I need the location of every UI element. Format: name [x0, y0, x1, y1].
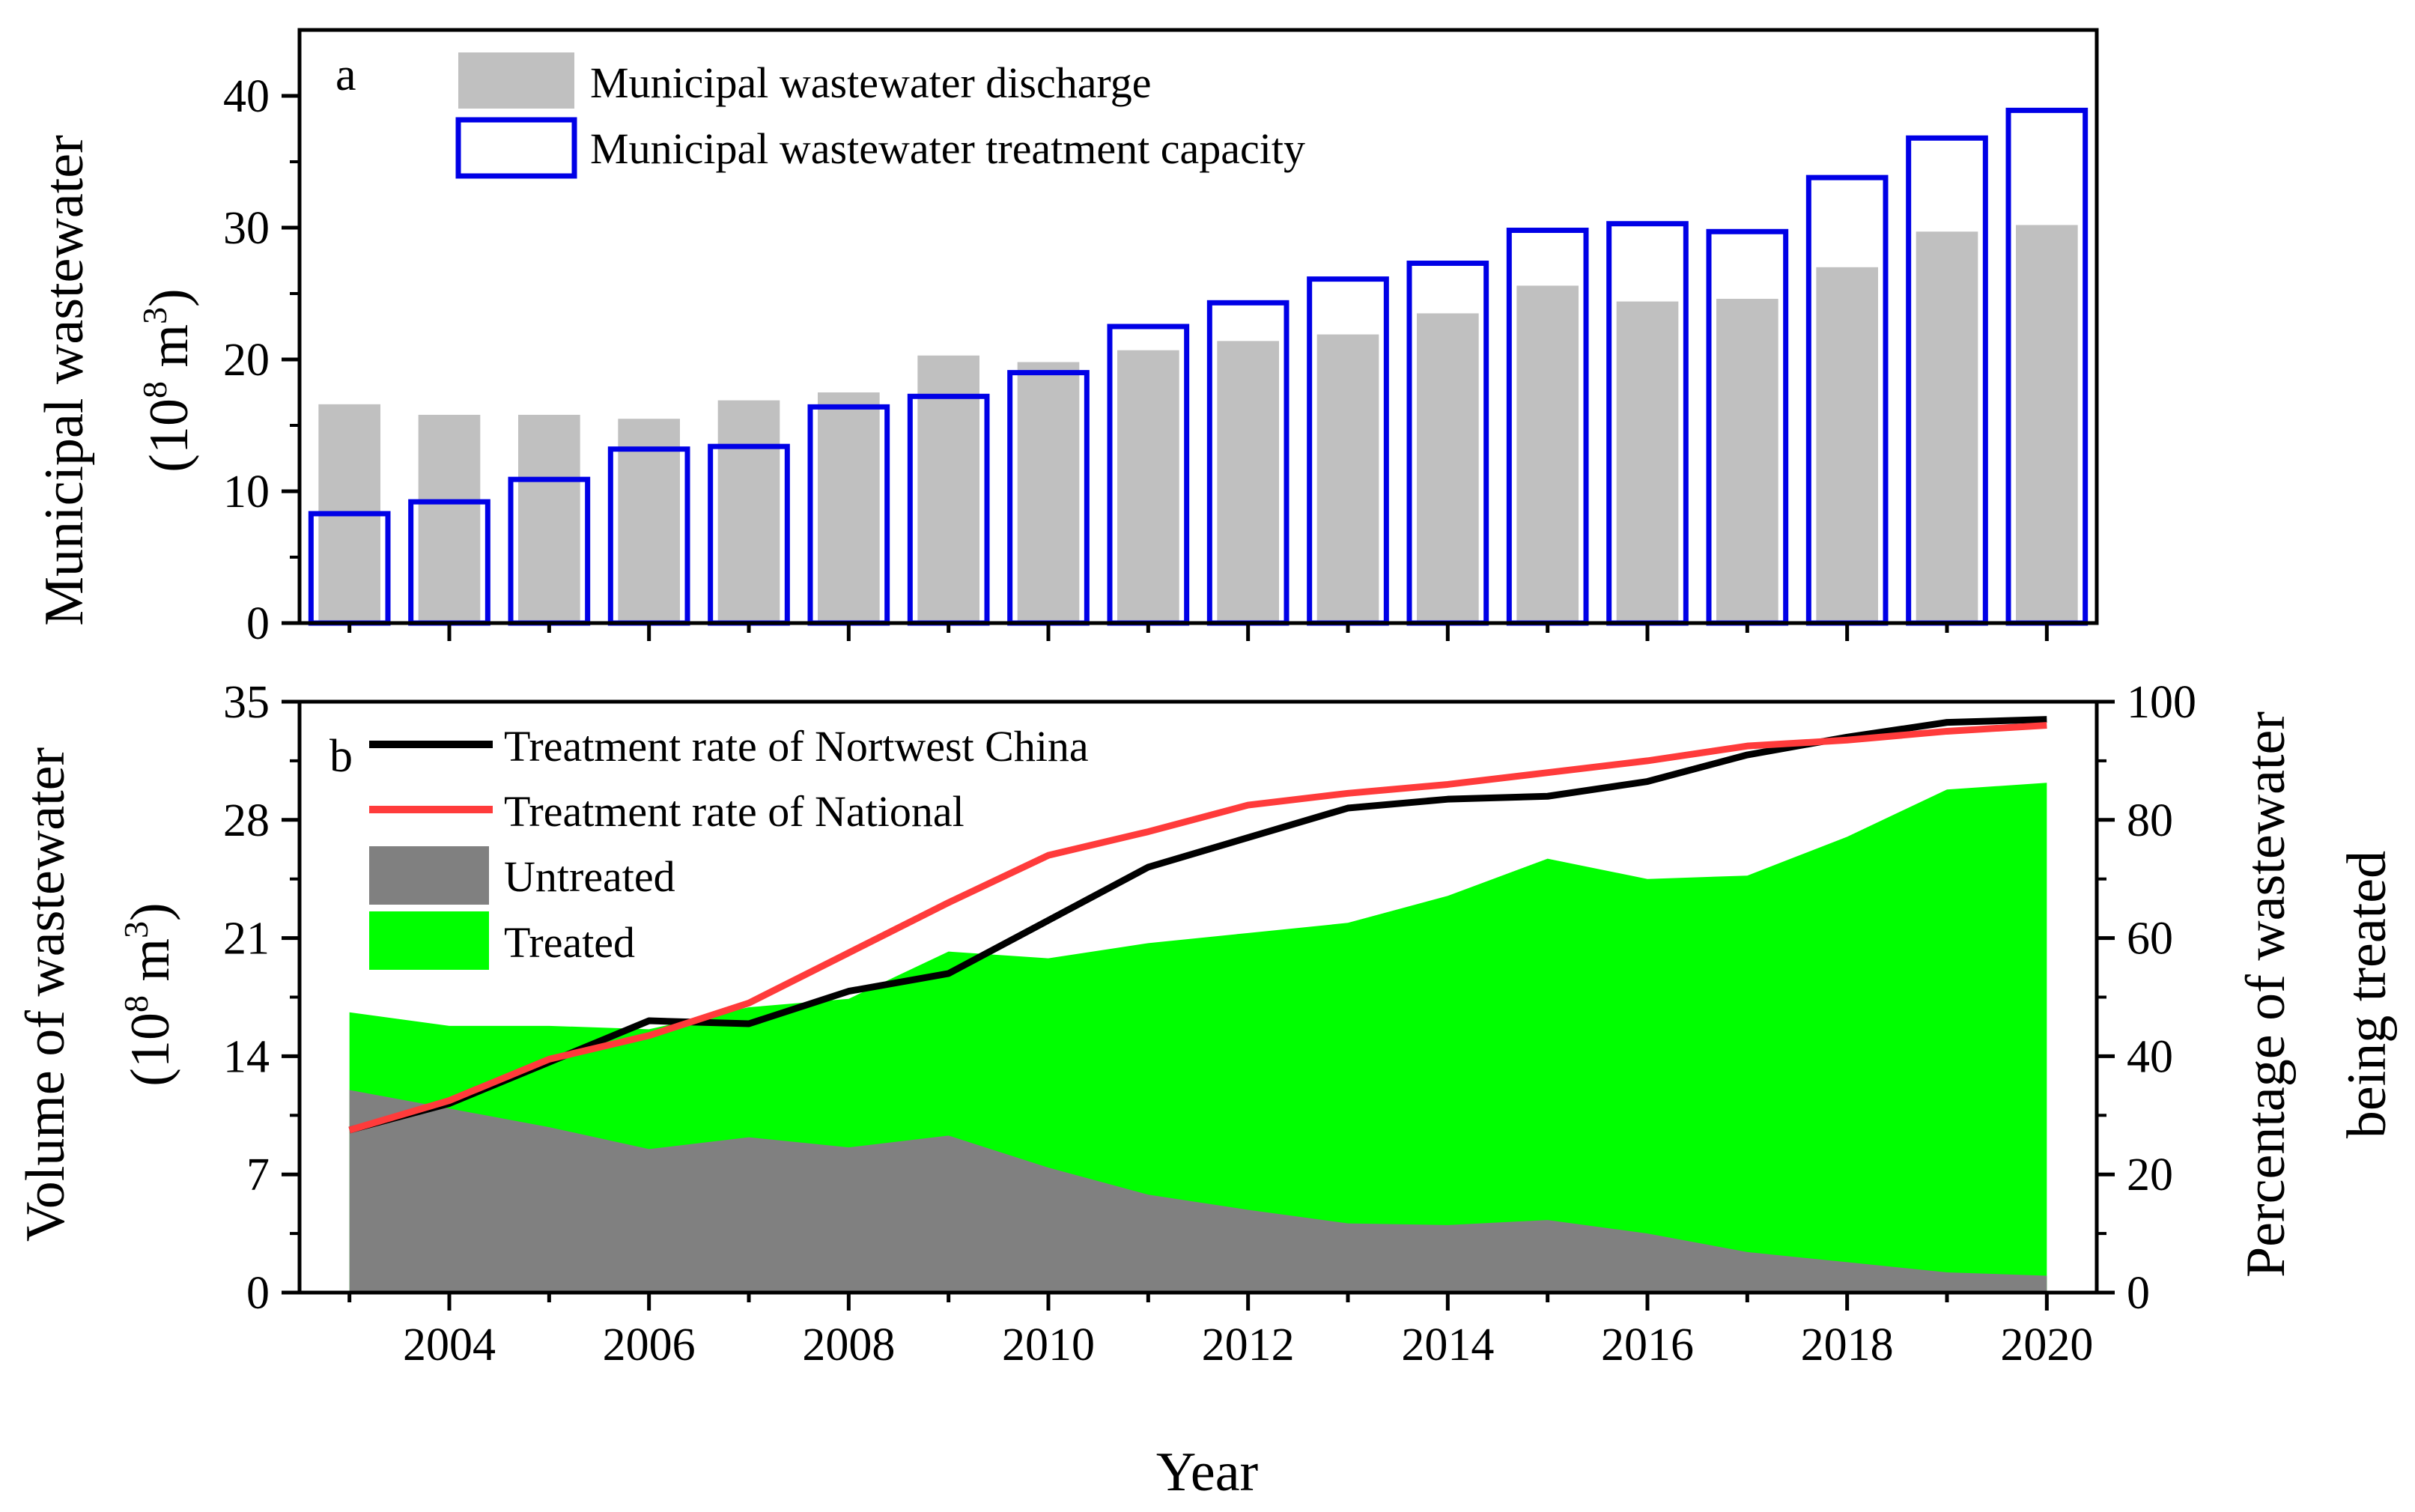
- x-axis-title: Year: [1156, 1442, 1258, 1503]
- panel-b-xtick-label: 2012: [1202, 1320, 1295, 1370]
- panel-b-y-right-title-line2: being treated: [2336, 851, 2398, 1138]
- legend-untreated-label: Untreated: [504, 852, 675, 901]
- panel-b-right-ytick-label: 0: [2127, 1268, 2150, 1319]
- panel-a-y-axis-units: (108 m3): [136, 288, 200, 472]
- panel-b-xtick-label: 2018: [1801, 1320, 1894, 1370]
- discharge-bar: [2016, 225, 2078, 624]
- panel-b-left-ytick-label: 21: [223, 914, 270, 965]
- panel-b-y-unit-unit-sup: 3: [117, 921, 155, 938]
- panel-b-xtick-label: 2016: [1601, 1320, 1694, 1370]
- line-national-rate: [348, 722, 2047, 1134]
- panel-b-axes: 0 7 14 21 28 35 0 20 40 60 80 100 2004 2006 2008 2010 20…: [223, 677, 2196, 1370]
- panel-a-y-unit-suffix: ): [139, 288, 200, 307]
- discharge-bar: [1417, 313, 1479, 623]
- panel-b-y-unit-sup: 8: [117, 995, 155, 1012]
- legend-northwest-label: Treatment rate of Nortwest China: [504, 722, 1089, 771]
- panel-b-xtick-label: 2010: [1002, 1320, 1095, 1370]
- panel-a-ytick-label: 30: [223, 203, 270, 254]
- panel-b-xtick-label: 2004: [403, 1320, 496, 1370]
- panel-a-bars: [308, 107, 2089, 626]
- legend-treated-label: Treated: [504, 918, 635, 967]
- panel-b-right-ytick-label: 60: [2127, 914, 2173, 965]
- panel-a-ytick-label: 10: [223, 467, 270, 517]
- panel-b-xtick-label: 2006: [603, 1320, 696, 1370]
- panel-b-y-left-title-line2: (108 m3): [117, 902, 181, 1086]
- discharge-bar: [1217, 341, 1279, 623]
- legend-discharge-swatch: [458, 52, 574, 109]
- discharge-bar: [1816, 267, 1878, 623]
- panel-a-y-unit-unit: m: [139, 324, 200, 381]
- panel-a-y-axis-title: Municipal wastewater: [34, 135, 95, 626]
- panel-b-y-right-title-line1: Percentage of wastewater: [2235, 711, 2297, 1278]
- panel-b-left-ytick-label: 28: [223, 795, 270, 846]
- panel-a-y-unit-prefix: (10: [139, 398, 200, 473]
- panel-b-y-right-title: Percentage of wastewater: [2235, 711, 2297, 1278]
- discharge-bar: [1616, 301, 1679, 623]
- panel-b-xtick-label: 2020: [2000, 1320, 2093, 1370]
- panel-b-left-ytick-label: 7: [246, 1150, 270, 1200]
- panel-a-y-title-line1: Municipal wastewater: [34, 135, 95, 626]
- panel-b-left-ytick-label: 35: [223, 677, 270, 728]
- discharge-bar: [1316, 334, 1379, 623]
- panel-b-y-unit-suffix: ): [120, 902, 181, 921]
- panel-b-right-ytick-label: 100: [2127, 677, 2196, 728]
- panel-b-xtick-label: 2014: [1401, 1320, 1494, 1370]
- panel-b-left-ytick-label: 0: [246, 1268, 270, 1319]
- panel-b-y-unit-unit: m: [120, 938, 181, 995]
- panel-a-axes: 0 10 20 30 40: [223, 28, 2099, 649]
- legend-untreated-swatch: [369, 846, 489, 905]
- panel-b-legend: Treatment rate of Nortwest China Treatmen…: [369, 722, 1089, 970]
- discharge-bar: [917, 355, 979, 623]
- panel-b: 0 7 14 21 28 35 0 20 40 60 80 100 2004 2006 2008 2010 20…: [15, 677, 2398, 1503]
- panel-b-right-ytick-label: 40: [2127, 1031, 2173, 1082]
- legend-discharge-label: Municipal wastewater discharge: [590, 58, 1151, 107]
- panel-a: 0 10 20 30 40 a Municipal wastewater dischar…: [34, 28, 2099, 649]
- legend-treated-swatch: [369, 911, 489, 970]
- panel-a-label: a: [335, 49, 356, 100]
- discharge-bar: [518, 414, 580, 623]
- discharge-bar: [418, 414, 481, 623]
- panel-a-frame: [297, 28, 2099, 625]
- panel-b-label: b: [329, 731, 353, 782]
- panel-a-ytick-label: 0: [246, 598, 270, 649]
- panel-b-y-right-title-2: being treated: [2336, 851, 2398, 1138]
- panel-a-legend: Municipal wastewater discharge Municipal …: [455, 52, 1305, 179]
- discharge-bar: [717, 400, 780, 623]
- panel-a-ytick-label: 20: [223, 335, 270, 386]
- discharge-bar: [1916, 231, 1978, 623]
- panel-b-right-ytick-label: 80: [2127, 795, 2173, 846]
- discharge-bar: [818, 392, 880, 623]
- legend-national-label: Treatment rate of National: [504, 787, 965, 836]
- legend-capacity-swatch: [455, 117, 577, 179]
- panel-a-y-unit-sup: 8: [136, 381, 174, 398]
- discharge-bar: [1516, 285, 1579, 623]
- panel-b-right-ytick-label: 20: [2127, 1150, 2173, 1200]
- panel-b-y-left-units: (108 m3): [117, 902, 181, 1086]
- panel-b-areas: [349, 783, 2047, 1293]
- panel-b-y-left-title-line1: Volume of wastewater: [15, 747, 76, 1242]
- panel-b-left-ytick-label: 14: [223, 1031, 270, 1082]
- discharge-bar: [1117, 350, 1179, 623]
- discharge-bar: [618, 419, 680, 623]
- discharge-bar: [1716, 299, 1778, 623]
- legend-capacity-label: Municipal wastewater treatment capacity: [590, 124, 1305, 173]
- panel-a-y-title-line2: (108 m3): [136, 288, 200, 472]
- panel-a-ytick-label: 40: [223, 71, 270, 122]
- panel-b-y-unit-prefix: (10: [120, 1012, 181, 1087]
- panel-b-y-left-title: Volume of wastewater: [15, 747, 76, 1242]
- discharge-bar: [1017, 362, 1080, 623]
- untreated-area: [349, 1090, 2047, 1293]
- panel-a-y-unit-unit-sup: 3: [136, 307, 174, 324]
- panel-b-lines: [348, 716, 2047, 1134]
- panel-b-xtick-label: 2008: [802, 1320, 895, 1370]
- line-northwest-rate: [348, 716, 2047, 1134]
